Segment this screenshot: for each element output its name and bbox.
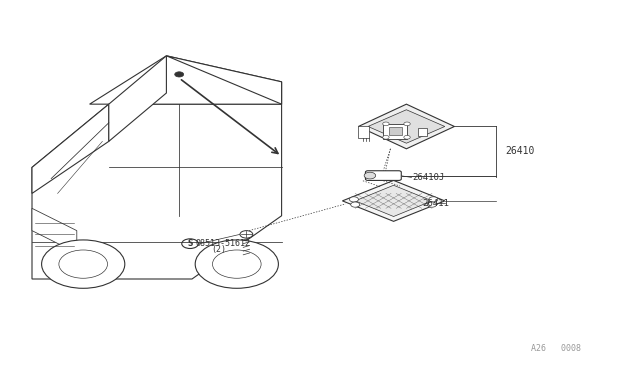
Circle shape [240, 231, 253, 238]
FancyBboxPatch shape [418, 128, 427, 136]
Polygon shape [109, 56, 166, 141]
Polygon shape [355, 185, 432, 217]
Circle shape [383, 122, 389, 126]
Circle shape [195, 240, 278, 288]
FancyBboxPatch shape [383, 124, 407, 139]
Polygon shape [368, 110, 445, 143]
Polygon shape [166, 56, 282, 104]
Text: 26411: 26411 [422, 199, 449, 208]
FancyBboxPatch shape [365, 171, 401, 180]
Text: S: S [188, 239, 193, 248]
Text: 26410: 26410 [506, 146, 535, 155]
Polygon shape [342, 180, 445, 221]
Circle shape [42, 240, 125, 288]
Polygon shape [90, 56, 282, 104]
Circle shape [351, 202, 360, 207]
Polygon shape [358, 104, 454, 149]
Circle shape [175, 72, 184, 77]
FancyBboxPatch shape [389, 127, 402, 135]
Text: 26410J: 26410J [413, 173, 445, 182]
Circle shape [429, 197, 438, 202]
Polygon shape [32, 208, 77, 253]
Polygon shape [32, 104, 282, 279]
Circle shape [404, 122, 410, 126]
Circle shape [383, 135, 389, 139]
Text: 08513-51612: 08513-51612 [195, 239, 250, 248]
Polygon shape [32, 104, 109, 193]
Circle shape [404, 135, 410, 139]
Circle shape [349, 197, 358, 202]
Circle shape [428, 202, 436, 207]
FancyBboxPatch shape [358, 126, 369, 138]
Text: A26   0008: A26 0008 [531, 344, 581, 353]
Circle shape [364, 172, 376, 179]
Text: (2): (2) [211, 246, 226, 254]
